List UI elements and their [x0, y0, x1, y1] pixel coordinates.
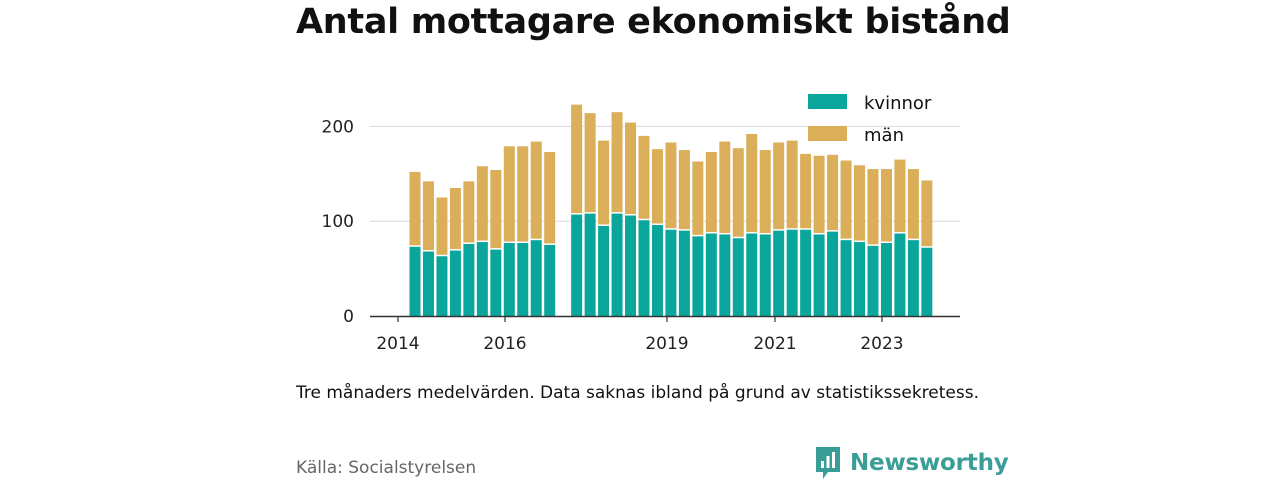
bar-man	[449, 188, 461, 250]
x-tick-label: 2014	[376, 334, 419, 354]
bar-man	[598, 140, 610, 225]
bar-kvinnor	[598, 225, 610, 316]
y-tick-label: 200	[322, 117, 354, 137]
legend-swatch-kvinnor	[808, 94, 847, 109]
bar-kvinnor	[422, 251, 434, 316]
legend-label: kvinnor	[864, 93, 932, 114]
bar-man	[678, 150, 690, 230]
bar-man	[517, 146, 529, 242]
bar-man	[800, 153, 812, 229]
brand-name: Newsworthy	[850, 450, 1009, 476]
newsworthy-logo-icon	[816, 447, 840, 479]
bar-man	[907, 169, 919, 239]
bar-man	[530, 141, 542, 239]
bar-man	[436, 197, 448, 255]
bar-man	[665, 142, 677, 229]
bar-man	[651, 149, 663, 224]
x-tick-label: 2019	[645, 334, 688, 354]
bar-man	[867, 169, 879, 245]
bar-man	[409, 171, 421, 246]
bar-man	[773, 142, 785, 230]
bar-man	[827, 154, 839, 231]
bar-kvinnor	[705, 233, 717, 316]
source-text: Källa: Socialstyrelsen	[296, 458, 477, 478]
chart-note: Tre månaders medelvärden. Data saknas ib…	[296, 383, 979, 403]
bar-kvinnor	[476, 242, 488, 316]
bar-man	[625, 122, 637, 215]
bar-man	[571, 104, 583, 214]
bar-kvinnor	[625, 215, 637, 316]
stacked-bar-chart: 0 100 200 2014 2016 2019 2021 2023 kvinnor män	[322, 93, 960, 354]
bar-man	[705, 151, 717, 233]
bar-kvinnor	[544, 244, 556, 316]
bar-kvinnor	[584, 213, 596, 316]
bar-man	[813, 155, 825, 233]
legend-label: män	[864, 125, 904, 146]
bar-kvinnor	[638, 220, 650, 316]
legend: kvinnor män	[808, 93, 932, 146]
bar-kvinnor	[746, 233, 758, 316]
bar-kvinnor	[571, 214, 583, 316]
axes: 0 100 200 2014 2016 2019 2021 2023	[322, 117, 960, 354]
bar-kvinnor	[773, 230, 785, 316]
bar-man	[584, 113, 596, 213]
bar-kvinnor	[503, 243, 515, 316]
bar-kvinnor	[449, 250, 461, 316]
bar-kvinnor	[651, 224, 663, 316]
bar-man	[759, 150, 771, 233]
bar-kvinnor	[759, 234, 771, 316]
bar-man	[544, 151, 556, 244]
bar-kvinnor	[409, 246, 421, 316]
bar-kvinnor	[665, 229, 677, 316]
bar-man	[786, 140, 798, 229]
bar-man	[422, 181, 434, 251]
bar-man	[638, 135, 650, 219]
bar-kvinnor	[907, 240, 919, 316]
legend-swatch-man	[808, 126, 847, 141]
bar-kvinnor	[517, 243, 529, 316]
bar-kvinnor	[921, 247, 933, 316]
bar-kvinnor	[894, 233, 906, 316]
bar-man	[921, 180, 933, 247]
bar-kvinnor	[854, 242, 866, 316]
x-tick-label: 2016	[483, 334, 526, 354]
bar-man	[692, 161, 704, 235]
bar-man	[719, 141, 731, 233]
bar-kvinnor	[732, 238, 744, 316]
bar-man	[894, 159, 906, 233]
bar-man	[880, 169, 892, 242]
bar-kvinnor	[800, 229, 812, 316]
bar-man	[463, 181, 475, 243]
bar-man	[611, 112, 623, 213]
bar-kvinnor	[813, 234, 825, 316]
bar-man	[746, 133, 758, 233]
x-tick-label: 2023	[860, 334, 903, 354]
bar-kvinnor	[463, 243, 475, 316]
bar-kvinnor	[867, 245, 879, 316]
bar-kvinnor	[678, 230, 690, 316]
chart-title: Antal mottagare ekonomiskt bistånd	[296, 2, 1011, 42]
bar-man	[840, 160, 852, 239]
bar-man	[732, 148, 744, 237]
bar-kvinnor	[840, 240, 852, 316]
bar-kvinnor	[827, 231, 839, 316]
brand-logo[interactable]: Newsworthy	[814, 446, 1009, 480]
bar-kvinnor	[611, 213, 623, 316]
bar-man	[476, 166, 488, 241]
bar-kvinnor	[490, 249, 502, 316]
bar-kvinnor	[530, 240, 542, 316]
bar-man	[854, 165, 866, 241]
bars	[409, 104, 933, 316]
bar-kvinnor	[786, 229, 798, 316]
bar-kvinnor	[880, 243, 892, 316]
x-tick-label: 2021	[753, 334, 796, 354]
bar-man	[490, 170, 502, 249]
bar-man	[503, 146, 515, 242]
bar-kvinnor	[692, 236, 704, 316]
bar-kvinnor	[436, 256, 448, 316]
bar-kvinnor	[719, 234, 731, 316]
y-tick-label: 100	[322, 212, 354, 232]
y-tick-label: 0	[343, 307, 354, 327]
